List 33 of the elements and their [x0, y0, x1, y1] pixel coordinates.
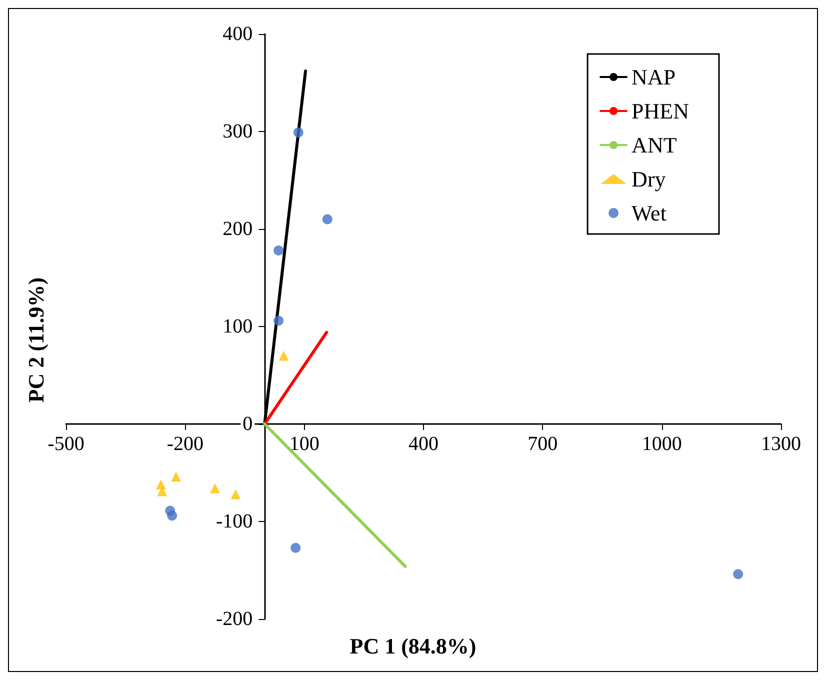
y-tick-label: 400 — [222, 23, 253, 45]
legend-label: Wet — [632, 200, 666, 226]
point — [278, 350, 289, 361]
legend-label: ANT — [632, 132, 678, 158]
point — [322, 214, 332, 224]
y-tick-label: 200 — [222, 218, 253, 240]
legend-label: Dry — [632, 166, 666, 192]
y-tick-label: 300 — [222, 120, 253, 142]
x-axis-title: PC 1 (84.8%) — [350, 634, 476, 658]
x-tick-label: 100 — [289, 433, 320, 455]
point — [293, 127, 304, 138]
point — [290, 542, 301, 553]
y-tick-label: 0 — [242, 413, 253, 435]
legend-label: NAP — [632, 64, 676, 90]
point — [167, 510, 178, 521]
x-tick-label: 1300 — [761, 433, 801, 455]
y-tick-label: 100 — [222, 316, 253, 338]
x-tick-label: 400 — [408, 433, 438, 455]
legend-label: PHEN — [632, 98, 690, 124]
point — [274, 245, 284, 256]
y-tick-label: -100 — [216, 510, 253, 532]
point — [157, 486, 168, 496]
point — [274, 316, 284, 326]
y-axis-title: PC 2 (11.9%) — [24, 277, 48, 403]
point — [230, 489, 241, 500]
x-tick-label: -500 — [48, 433, 84, 455]
point — [733, 569, 744, 580]
x-tick-label: 700 — [528, 433, 558, 455]
point — [171, 472, 182, 482]
point — [210, 483, 220, 494]
x-tick-label: -200 — [166, 433, 204, 455]
y-tick-label: -200 — [216, 608, 253, 630]
x-tick-label: 1000 — [642, 433, 682, 455]
